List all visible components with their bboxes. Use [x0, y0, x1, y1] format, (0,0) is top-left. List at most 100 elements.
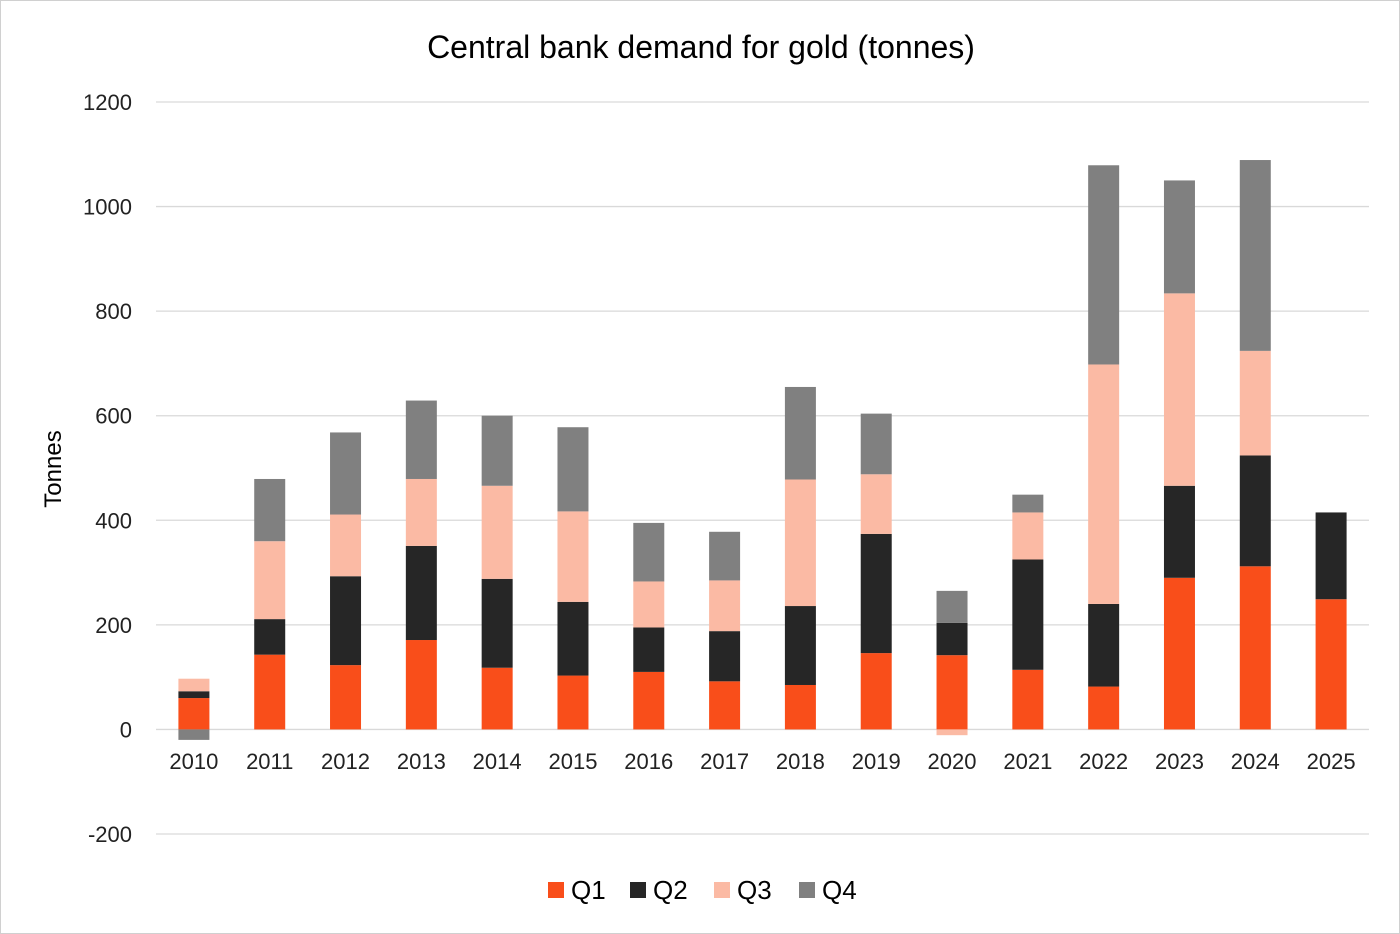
bar-q2-2023 [1163, 485, 1195, 578]
bar-q3-2012 [330, 514, 362, 577]
bar-q2-2011 [254, 619, 286, 655]
bar-q4-2013 [405, 400, 437, 479]
legend-label-q2: Q2 [653, 875, 688, 905]
bar-q1-2022 [1088, 686, 1120, 730]
bar-q1-2011 [254, 654, 286, 730]
bar-q1-2019 [860, 653, 892, 730]
legend-swatch-q4 [799, 882, 815, 898]
legend-label-q4: Q4 [822, 875, 857, 905]
bar-q3-2017 [709, 580, 741, 632]
bar-q3-2014 [481, 485, 513, 579]
bar-q4-2015 [557, 427, 589, 512]
bar-q4-2017 [709, 531, 741, 581]
x-tick-label: 2011 [246, 749, 293, 774]
bar-q1-2017 [709, 681, 741, 730]
bar-q3-2021 [1012, 512, 1044, 560]
bar-q2-2017 [709, 631, 741, 682]
legend: Q1 Q2 Q3 Q4 [548, 875, 857, 905]
bar-q1-2015 [557, 675, 589, 730]
x-tick-label: 2022 [1079, 749, 1128, 774]
bar-q2-2020 [936, 622, 968, 656]
bar-q3-2018 [784, 479, 816, 607]
x-tick-label: 2018 [776, 749, 825, 774]
bar-q2-2014 [481, 578, 513, 668]
bar-q3-2011 [254, 541, 286, 620]
legend-swatch-q2 [630, 882, 646, 898]
x-tick-label: 2012 [321, 749, 370, 774]
x-tick-label: 2021 [1003, 749, 1052, 774]
legend-label-q3: Q3 [737, 875, 772, 905]
bar-q3-2010 [178, 678, 210, 692]
y-tick-label: 200 [95, 613, 132, 638]
bar-q1-2018 [784, 684, 816, 730]
bar-q1-2023 [1163, 577, 1195, 730]
bar-q2-2018 [784, 606, 816, 685]
bar-q1-2012 [330, 665, 362, 730]
bar-q3-2015 [557, 511, 589, 602]
x-tick-label: 2015 [548, 749, 597, 774]
bar-q2-2016 [633, 627, 665, 672]
bar-q1-2024 [1239, 566, 1271, 730]
x-tick-label: 2025 [1307, 749, 1356, 774]
bars [178, 160, 1347, 740]
bar-q2-2022 [1088, 603, 1120, 687]
bar-q2-2015 [557, 601, 589, 676]
bar-q3-2019 [860, 474, 892, 534]
y-tick-label: 1000 [83, 195, 132, 220]
bar-q2-2012 [330, 576, 362, 666]
bar-q3-2022 [1088, 364, 1120, 604]
bar-q1-2013 [405, 640, 437, 730]
y-tick-label: 600 [95, 404, 132, 429]
bar-q4-2020 [936, 590, 968, 623]
chart-title: Central bank demand for gold (tonnes) [427, 29, 975, 65]
bar-q3-2013 [405, 478, 437, 546]
bar-q1-2020 [936, 655, 968, 730]
legend-swatch-q3 [714, 882, 730, 898]
bar-q4-2023 [1163, 180, 1195, 294]
x-tick-label: 2010 [169, 749, 218, 774]
bar-q4-2019 [860, 413, 892, 475]
bar-q2-2019 [860, 533, 892, 654]
bar-q1-2010 [178, 698, 210, 730]
y-axis-title: Tonnes [40, 430, 67, 507]
bar-q2-2013 [405, 545, 437, 641]
x-tick-label: 2017 [700, 749, 749, 774]
y-tick-label: 1200 [83, 90, 132, 115]
bar-q2-2021 [1012, 559, 1044, 670]
x-axis-ticks: 2010 2011 2012 2013 2014 2015 2016 2017 2018 2019… [169, 749, 1355, 774]
bar-q2-2010 [178, 691, 210, 699]
bar-q2-2025 [1315, 512, 1347, 600]
legend-label-q1: Q1 [571, 875, 606, 905]
x-tick-label: 2013 [397, 749, 446, 774]
bar-q1-2021 [1012, 669, 1044, 730]
bar-q4-2010 [178, 729, 210, 740]
bar-q4-2012 [330, 432, 362, 515]
y-axis-ticks: -200 0 200 400 600 800 1000 1200 [83, 90, 132, 847]
x-tick-label: 2019 [852, 749, 901, 774]
bar-q3-2016 [633, 581, 665, 628]
bar-q4-2024 [1239, 160, 1271, 351]
y-tick-label: -200 [88, 822, 132, 847]
bar-q4-2021 [1012, 494, 1044, 513]
bar-q3-2020 [936, 729, 968, 736]
bar-q4-2016 [633, 522, 665, 582]
bar-q4-2014 [481, 415, 513, 486]
x-tick-label: 2024 [1231, 749, 1280, 774]
bar-q1-2014 [481, 667, 513, 730]
y-tick-label: 400 [95, 508, 132, 533]
x-tick-label: 2016 [624, 749, 673, 774]
bar-q3-2023 [1163, 293, 1195, 486]
x-tick-label: 2023 [1155, 749, 1204, 774]
bar-q1-2016 [633, 671, 665, 730]
x-tick-label: 2014 [473, 749, 522, 774]
bar-q2-2024 [1239, 455, 1271, 567]
x-tick-label: 2020 [928, 749, 977, 774]
bar-q3-2024 [1239, 350, 1271, 456]
bar-q4-2011 [254, 478, 286, 542]
bar-q4-2018 [784, 386, 816, 480]
y-tick-label: 800 [95, 299, 132, 324]
bar-q4-2022 [1088, 165, 1120, 365]
y-tick-label: 0 [120, 717, 132, 742]
